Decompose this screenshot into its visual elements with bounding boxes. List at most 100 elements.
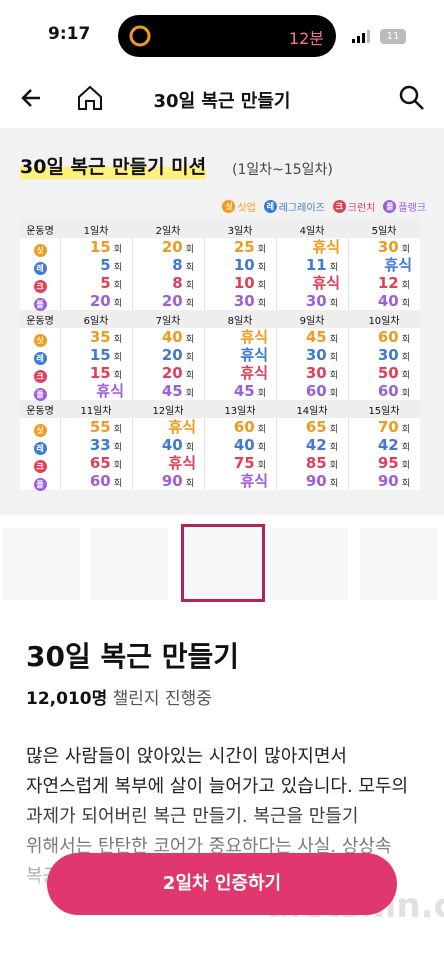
legend-icon: 레 bbox=[263, 200, 277, 213]
count-cell: 20 회 bbox=[60, 292, 132, 310]
exercise-cell: 크 bbox=[20, 274, 60, 293]
count-cell: 휴식 bbox=[204, 472, 276, 490]
count-value: 휴식 bbox=[168, 418, 196, 436]
exercise-icon: 레 bbox=[33, 351, 47, 365]
count-value: 70 bbox=[377, 418, 399, 436]
unit: 회 bbox=[113, 245, 122, 255]
count-value: 65 bbox=[89, 454, 111, 472]
exercise-cell: 레 bbox=[20, 346, 60, 365]
unit: 회 bbox=[257, 299, 266, 309]
count-value: 50 bbox=[377, 364, 399, 382]
unit: 회 bbox=[113, 371, 122, 381]
exercise-cell: 플 bbox=[20, 292, 60, 311]
count-cell: 90 회 bbox=[276, 472, 348, 490]
thumbnail[interactable] bbox=[90, 528, 168, 600]
exercise-icon: 플 bbox=[33, 387, 47, 401]
mission-image: 30일 복근 만들기 미션 (1일차~15일차) 싯 싯업 레 레그레이즈 크 크런치 플 플… bbox=[0, 128, 444, 515]
day-label: 6일차 bbox=[83, 315, 109, 327]
count-value: 42 bbox=[377, 436, 399, 454]
day-label: 15일차 bbox=[368, 405, 400, 417]
count-cell: 42 회 bbox=[276, 436, 348, 454]
unit: 회 bbox=[185, 263, 194, 273]
table-header-row: 운동명 11일차 12일차 13일차 14일차 15일차 bbox=[20, 400, 420, 418]
exercise-row: 레 33 회 40 회 40 회 42 회 42 회 bbox=[20, 436, 420, 455]
count-cell: 45 회 bbox=[132, 382, 204, 400]
participants: 12,010명 챌린지 진행중 bbox=[26, 684, 212, 709]
exercise-row: 레 15 회 20 회 휴식 30 회 30 회 bbox=[20, 346, 420, 365]
count-cell: 40 회 bbox=[348, 292, 420, 310]
count-cell: 11 회 bbox=[276, 256, 348, 274]
count-value: 10 bbox=[233, 274, 255, 292]
count-cell: 40 회 bbox=[132, 328, 204, 346]
count-value: 휴식 bbox=[240, 328, 268, 346]
exercise-icon: 플 bbox=[33, 297, 47, 311]
exercise-icon: 플 bbox=[33, 477, 47, 491]
day-label: 4일차 bbox=[299, 225, 325, 237]
count-cell: 75 회 bbox=[204, 454, 276, 472]
back-button[interactable] bbox=[20, 86, 44, 110]
exercise-row: 플 휴식 45 회 45 회 60 회 60 회 bbox=[20, 382, 420, 401]
count-value: 20 bbox=[161, 238, 183, 256]
count-value: 90 bbox=[305, 472, 327, 490]
unit: 회 bbox=[113, 461, 122, 471]
count-cell: 20 회 bbox=[132, 346, 204, 364]
timer-icon bbox=[129, 25, 151, 47]
dynamic-island: 12분 bbox=[118, 15, 336, 57]
exercise-row: 싯 15 회 20 회 25 회 휴식 30 회 bbox=[20, 238, 420, 257]
count-value: 60 bbox=[233, 418, 255, 436]
count-value: 20 bbox=[161, 346, 183, 364]
count-value: 8 bbox=[172, 274, 183, 292]
count-cell: 12 회 bbox=[348, 274, 420, 292]
count-value: 30 bbox=[305, 292, 327, 310]
count-cell: 휴식 bbox=[348, 256, 420, 274]
count-cell: 60 회 bbox=[348, 382, 420, 400]
count-cell: 휴식 bbox=[204, 364, 276, 382]
count-cell: 25 회 bbox=[204, 238, 276, 256]
unit: 회 bbox=[185, 443, 194, 453]
count-value: 11 bbox=[305, 256, 327, 274]
header-label: 운동명 bbox=[26, 405, 54, 417]
page-title: 30일 복근 만들기 bbox=[153, 91, 291, 112]
count-cell: 60 회 bbox=[276, 382, 348, 400]
legend-item: 크 크런치 bbox=[332, 199, 375, 214]
search-button[interactable] bbox=[398, 84, 426, 112]
exercise-icon: 크 bbox=[33, 279, 47, 293]
unit: 회 bbox=[329, 443, 338, 453]
count-value: 15 bbox=[89, 346, 111, 364]
thumbnail[interactable] bbox=[360, 528, 438, 600]
count-value: 65 bbox=[305, 418, 327, 436]
thumbnail[interactable] bbox=[2, 528, 80, 600]
count-value: 60 bbox=[89, 472, 111, 490]
home-button[interactable] bbox=[76, 84, 104, 112]
legend-item: 싯 싯업 bbox=[222, 199, 256, 214]
thumbnail[interactable] bbox=[181, 524, 265, 602]
count-value: 60 bbox=[377, 328, 399, 346]
count-value: 휴식 bbox=[96, 382, 124, 400]
exercise-icon: 크 bbox=[33, 369, 47, 383]
unit: 회 bbox=[329, 371, 338, 381]
unit: 회 bbox=[113, 299, 122, 309]
activity-text: 12분 bbox=[288, 29, 324, 48]
thumbnail[interactable] bbox=[270, 528, 348, 600]
unit: 회 bbox=[257, 443, 266, 453]
unit: 회 bbox=[329, 353, 338, 363]
count-value: 15 bbox=[89, 364, 111, 382]
count-value: 12 bbox=[377, 274, 399, 292]
unit: 회 bbox=[113, 281, 122, 291]
certify-button[interactable]: 2일차 인증하기 bbox=[47, 853, 397, 915]
count-value: 휴식 bbox=[240, 472, 268, 490]
count-cell: 60 회 bbox=[204, 418, 276, 436]
day-label: 3일차 bbox=[227, 225, 253, 237]
count-cell: 70 회 bbox=[348, 418, 420, 436]
unit: 회 bbox=[185, 479, 194, 489]
count-cell: 30 회 bbox=[276, 346, 348, 364]
count-value: 30 bbox=[233, 292, 255, 310]
unit: 회 bbox=[113, 479, 122, 489]
unit: 회 bbox=[185, 281, 194, 291]
exercise-icon: 싯 bbox=[33, 423, 47, 437]
table-header-row: 운동명 1일차 2일차 3일차 4일차 5일차 bbox=[20, 220, 420, 238]
unit: 회 bbox=[329, 425, 338, 435]
count-cell: 30 회 bbox=[348, 346, 420, 364]
nav-header: 30일 복근 만들기 bbox=[0, 70, 444, 128]
